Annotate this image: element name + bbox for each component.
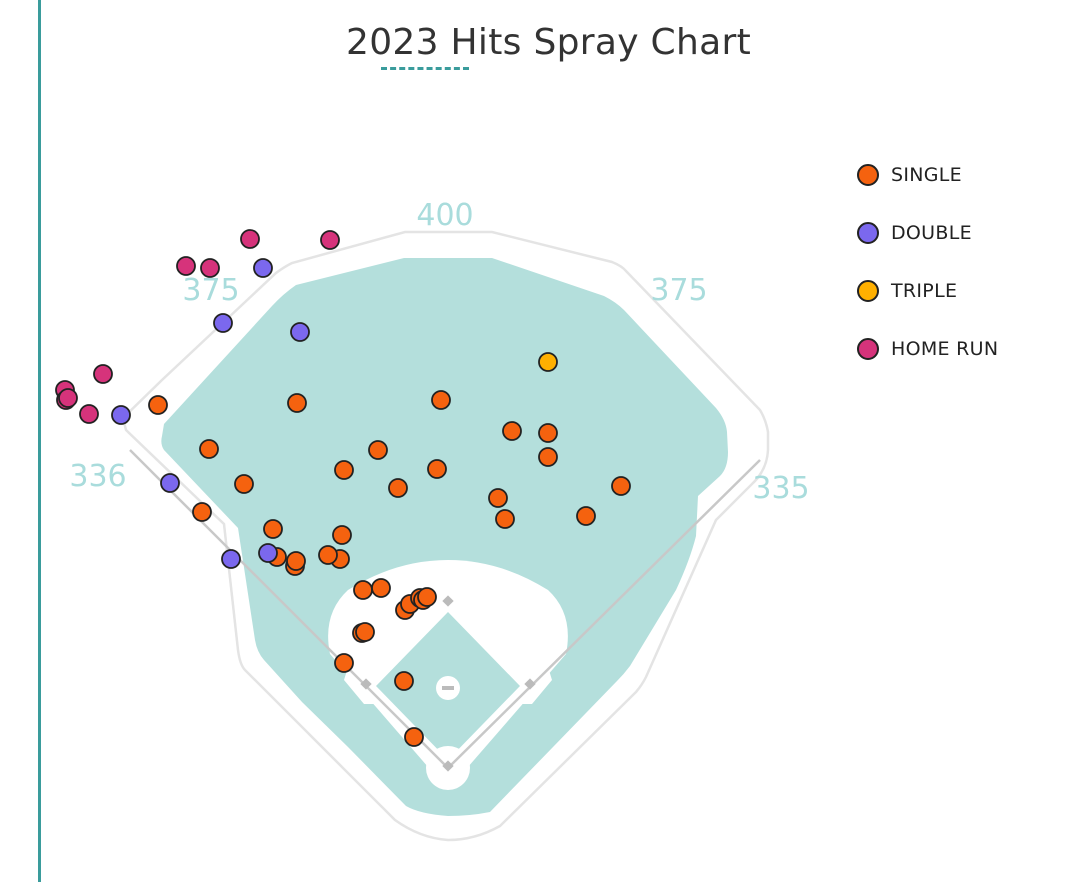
chart-title: 2023 Hits Spray Chart — [346, 22, 751, 63]
hit-point-home-run — [79, 404, 99, 424]
hit-point-single — [495, 509, 515, 529]
hit-point-single — [502, 421, 522, 441]
left-foul-line — [129, 449, 449, 769]
title-underline — [381, 67, 469, 70]
hit-point-single — [538, 423, 558, 443]
distance-label-rcf: 375 — [650, 273, 707, 308]
right-foul-line — [447, 459, 761, 769]
hit-point-single — [611, 476, 631, 496]
hit-point-double — [160, 473, 180, 493]
hit-point-double — [111, 405, 131, 425]
legend-label-double: DOUBLE — [891, 222, 972, 244]
distance-label-cf: 400 — [416, 198, 473, 233]
hit-point-single — [388, 478, 408, 498]
hit-point-double — [253, 258, 273, 278]
legend-label-triple: TRIPLE — [891, 280, 958, 302]
hit-point-single — [148, 395, 168, 415]
legend-swatch-single — [857, 164, 879, 186]
home-plate — [442, 760, 454, 772]
hit-point-single — [192, 502, 212, 522]
third-base — [360, 678, 372, 690]
hit-point-single — [286, 551, 306, 571]
legend-label-home-run: HOME RUN — [891, 338, 999, 360]
hit-point-single — [371, 578, 391, 598]
legend-item-triple: TRIPLE — [857, 262, 998, 320]
hit-points — [55, 229, 631, 747]
pitchers-rubber — [442, 686, 454, 690]
hit-point-home-run — [320, 230, 340, 250]
hit-point-single — [576, 506, 596, 526]
legend: SINGLE DOUBLE TRIPLE HOME RUN — [857, 146, 998, 378]
hit-point-single — [199, 439, 219, 459]
distance-label-rf-line: 335 — [752, 471, 809, 506]
hit-point-single — [427, 459, 447, 479]
hit-point-single — [488, 488, 508, 508]
hit-point-home-run — [176, 256, 196, 276]
legend-item-double: DOUBLE — [857, 204, 998, 262]
hit-point-single — [332, 525, 352, 545]
hit-point-double — [290, 322, 310, 342]
left-accent-rule — [38, 0, 41, 882]
hit-point-single — [353, 580, 373, 600]
distance-label-lf-line: 336 — [69, 459, 126, 494]
hit-point-single — [263, 519, 283, 539]
hit-point-single — [234, 474, 254, 494]
hit-point-single — [287, 393, 307, 413]
hit-point-single — [417, 587, 437, 607]
legend-swatch-triple — [857, 280, 879, 302]
legend-item-single: SINGLE — [857, 146, 998, 204]
distance-label-lcf: 375 — [182, 273, 239, 308]
hit-point-double — [213, 313, 233, 333]
legend-swatch-double — [857, 222, 879, 244]
hit-point-triple — [538, 352, 558, 372]
legend-item-home-run: HOME RUN — [857, 320, 998, 378]
first-base — [524, 678, 536, 690]
hit-point-home-run — [58, 388, 78, 408]
hit-point-single — [538, 447, 558, 467]
legend-label-single: SINGLE — [891, 164, 962, 186]
hit-point-double — [221, 549, 241, 569]
hit-point-single — [355, 622, 375, 642]
hit-point-home-run — [240, 229, 260, 249]
hit-point-single — [318, 545, 338, 565]
hit-point-single — [334, 653, 354, 673]
second-base — [442, 595, 454, 607]
hit-point-single — [368, 440, 388, 460]
hit-point-single — [334, 460, 354, 480]
hit-point-single — [394, 671, 414, 691]
hit-point-home-run — [200, 258, 220, 278]
hit-point-single — [404, 727, 424, 747]
legend-swatch-home-run — [857, 338, 879, 360]
hit-point-home-run — [93, 364, 113, 384]
hit-point-single — [431, 390, 451, 410]
hit-point-double — [258, 543, 278, 563]
